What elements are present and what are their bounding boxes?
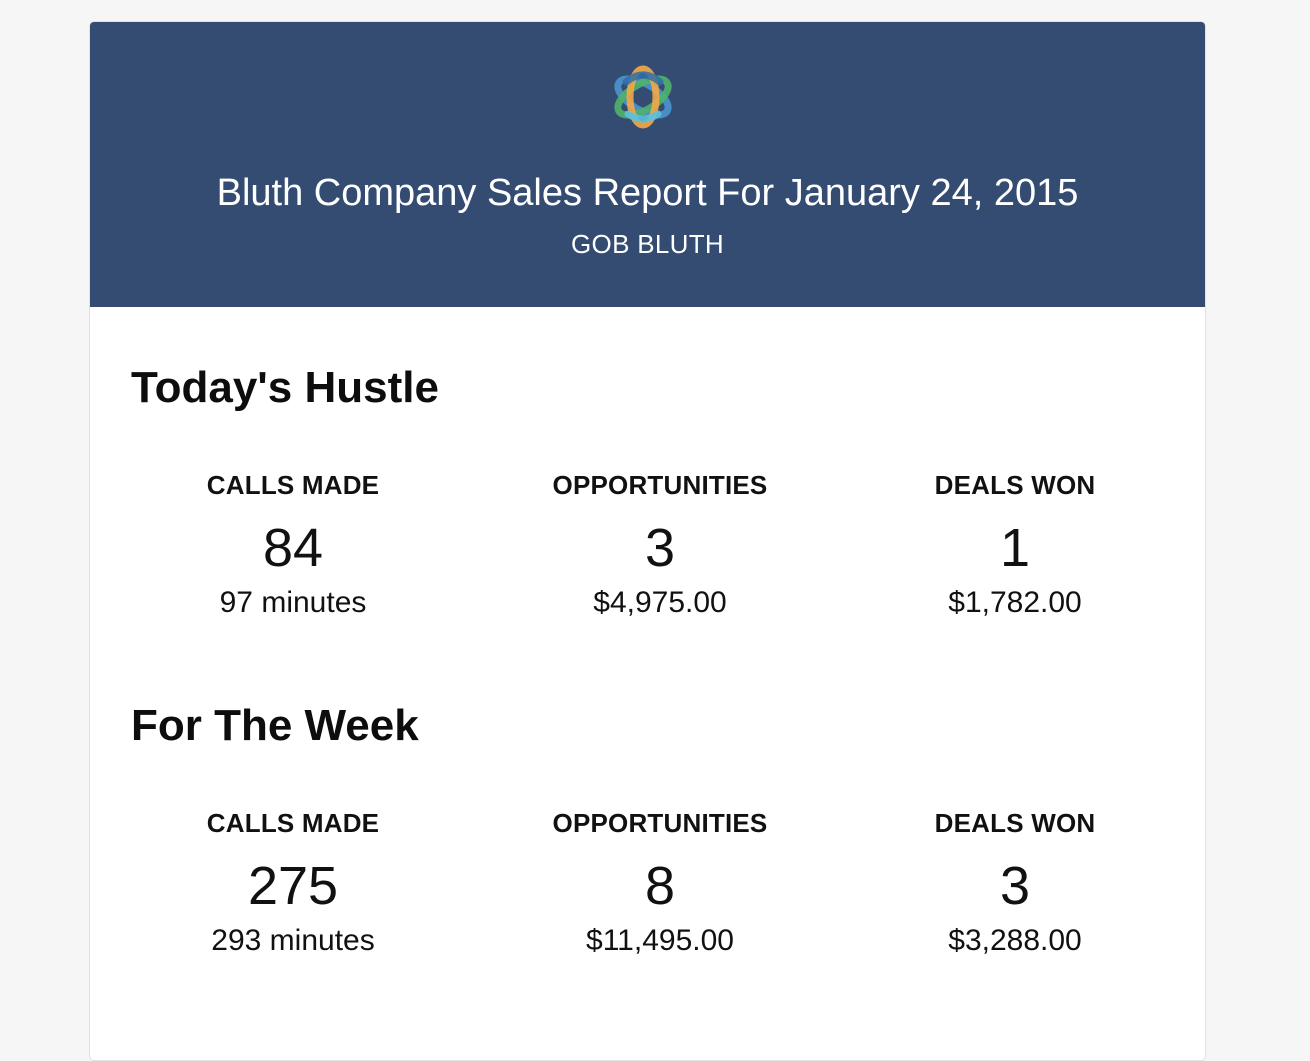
stats-row-today: CALLS MADE 84 97 minutes OPPORTUNITIES 3… [90, 469, 1205, 669]
stat-label: CALLS MADE [206, 470, 380, 500]
report-owner-name: GOB BLUTH [571, 229, 724, 259]
section-title-today: Today's Hustle [131, 363, 439, 412]
stat-detail: $1,782.00 [948, 586, 1082, 619]
stat-value: 8 [644, 856, 676, 916]
stat-value: 1 [999, 518, 1031, 578]
stat-value: 3 [999, 856, 1031, 916]
stat-calls-made-today: CALLS MADE 84 97 minutes [128, 469, 458, 621]
stat-detail: 293 minutes [211, 924, 375, 957]
stat-deals-won-week: DEALS WON 3 $3,288.00 [850, 807, 1180, 959]
stat-opportunities-week: OPPORTUNITIES 8 $11,495.00 [495, 807, 825, 959]
report-header: Bluth Company Sales Report For January 2… [90, 22, 1205, 307]
stat-deals-won-today: DEALS WON 1 $1,782.00 [850, 469, 1180, 621]
stat-opportunities-today: OPPORTUNITIES 3 $4,975.00 [495, 469, 825, 621]
stat-label: DEALS WON [934, 470, 1096, 500]
stat-label: DEALS WON [934, 808, 1096, 838]
stat-detail: $3,288.00 [948, 924, 1082, 957]
stat-label: OPPORTUNITIES [552, 808, 768, 838]
stat-calls-made-week: CALLS MADE 275 293 minutes [128, 807, 458, 959]
stat-detail: 97 minutes [219, 586, 367, 619]
stat-detail: $4,975.00 [593, 586, 727, 619]
section-title-week: For The Week [131, 701, 419, 750]
interlocking-rings-logo-icon [614, 65, 672, 129]
report-card: Bluth Company Sales Report For January 2… [89, 21, 1206, 1061]
stat-detail: $11,495.00 [586, 924, 734, 957]
stats-row-week: CALLS MADE 275 293 minutes OPPORTUNITIES… [90, 807, 1205, 1007]
stat-value: 84 [262, 518, 324, 578]
stat-value: 3 [644, 518, 676, 578]
stat-label: OPPORTUNITIES [552, 470, 768, 500]
stat-value: 275 [247, 856, 339, 916]
stat-label: CALLS MADE [206, 808, 380, 838]
report-title: Bluth Company Sales Report For January 2… [216, 172, 1079, 214]
